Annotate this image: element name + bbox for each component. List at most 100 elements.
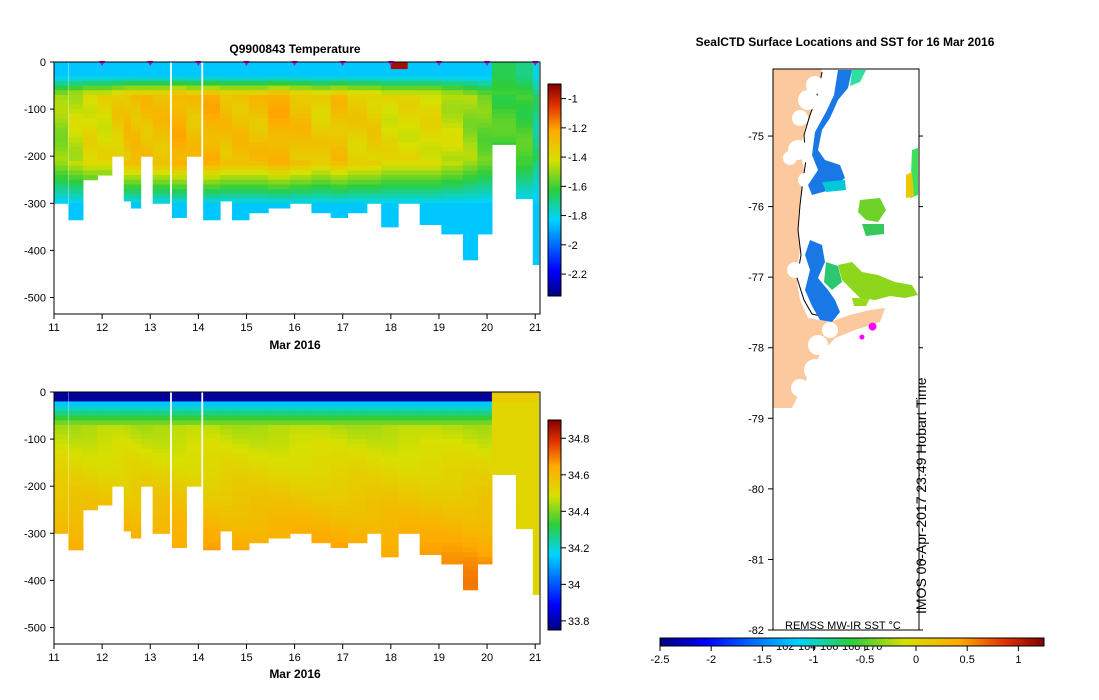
section-cell bbox=[152, 137, 171, 143]
section-cell bbox=[347, 462, 368, 468]
section-cell bbox=[532, 203, 540, 209]
section-cell bbox=[366, 457, 382, 464]
section-cell bbox=[152, 90, 171, 96]
section-cell bbox=[82, 424, 98, 431]
section-cell bbox=[68, 462, 84, 468]
section-cell bbox=[532, 170, 540, 176]
section-cell bbox=[82, 415, 98, 421]
section-cell bbox=[398, 495, 421, 501]
section-cell bbox=[441, 179, 464, 185]
section-cell bbox=[330, 514, 349, 520]
section-cell bbox=[491, 420, 517, 426]
section-cell bbox=[381, 542, 399, 548]
section-cell bbox=[111, 113, 127, 120]
section-cell bbox=[463, 500, 479, 506]
section-cell bbox=[130, 401, 142, 407]
section-cell bbox=[419, 542, 442, 548]
section-cell bbox=[311, 179, 332, 185]
section-cell bbox=[123, 109, 134, 115]
section-cell bbox=[123, 495, 134, 501]
section-cell bbox=[419, 208, 442, 214]
section-cell bbox=[289, 443, 313, 450]
section-cell bbox=[419, 434, 442, 440]
section-cell bbox=[398, 198, 421, 204]
section-cell bbox=[186, 453, 202, 459]
section-cell bbox=[532, 222, 540, 228]
section-cell bbox=[311, 429, 332, 435]
section-cell bbox=[248, 495, 269, 501]
section-cell bbox=[68, 193, 84, 200]
section-cell bbox=[248, 123, 269, 129]
section-cell bbox=[268, 429, 291, 435]
section-cell bbox=[82, 123, 98, 129]
section-cell bbox=[54, 62, 69, 68]
section-cell bbox=[463, 104, 479, 110]
section-cell bbox=[366, 66, 382, 72]
section-cell bbox=[82, 165, 98, 171]
section-cell bbox=[54, 396, 69, 402]
section-cell bbox=[232, 142, 250, 148]
section-cell bbox=[171, 453, 187, 459]
section-cell bbox=[515, 118, 534, 124]
section-cell bbox=[171, 170, 187, 176]
section-cell bbox=[171, 71, 187, 77]
section-cell bbox=[463, 410, 479, 417]
section-cell bbox=[463, 222, 479, 228]
section-cell bbox=[54, 401, 69, 407]
section-cell bbox=[130, 123, 142, 129]
section-cell bbox=[441, 189, 464, 195]
section-cell bbox=[311, 137, 332, 143]
section-cell bbox=[330, 184, 349, 190]
colorbar-tick-label: -1.6 bbox=[568, 181, 587, 193]
section-cell bbox=[54, 80, 69, 87]
section-cell bbox=[248, 66, 269, 72]
section-cell bbox=[330, 457, 349, 464]
section-cell bbox=[97, 467, 113, 473]
section-cell bbox=[347, 519, 368, 525]
section-cell bbox=[123, 71, 134, 77]
section-cell bbox=[203, 212, 221, 218]
section-cell bbox=[398, 481, 421, 487]
section-cell bbox=[152, 179, 171, 185]
section-cell bbox=[68, 434, 84, 440]
section-cell bbox=[463, 142, 479, 148]
section-cell bbox=[463, 519, 479, 525]
section-cell bbox=[130, 76, 142, 82]
section-cell bbox=[186, 132, 202, 138]
section-cell bbox=[381, 392, 399, 398]
section-cell bbox=[398, 500, 421, 506]
x-tick-label: 14 bbox=[192, 322, 204, 334]
section-cell bbox=[532, 570, 540, 577]
section-cell bbox=[330, 90, 349, 96]
section-cell bbox=[203, 500, 221, 506]
section-cell bbox=[268, 62, 291, 68]
section-cell bbox=[171, 160, 187, 167]
section-cell bbox=[398, 156, 421, 162]
section-cell bbox=[289, 528, 313, 534]
section-cell bbox=[441, 123, 464, 129]
section-cell bbox=[289, 118, 313, 124]
section-cell bbox=[366, 514, 382, 520]
section-cell bbox=[82, 476, 98, 482]
section-cell bbox=[515, 448, 534, 454]
map-credit: IMOS 06-Apr-2017 23:49 Hobart Time bbox=[913, 377, 929, 614]
x-tick-label: 16 bbox=[288, 322, 300, 334]
section-cell bbox=[289, 509, 313, 515]
section-cell bbox=[186, 406, 202, 412]
section-cell bbox=[203, 429, 221, 435]
section-cell bbox=[186, 439, 202, 445]
section-cell bbox=[366, 160, 382, 167]
map-y-tick-label: -82 bbox=[748, 625, 764, 637]
section-cell bbox=[54, 66, 69, 72]
section-cell bbox=[289, 424, 313, 431]
y-tick-label: -200 bbox=[24, 151, 46, 163]
section-cell bbox=[248, 448, 269, 454]
section-cell bbox=[203, 528, 221, 534]
colorbar-tick-label: -1 bbox=[568, 94, 578, 106]
section-cell bbox=[140, 71, 156, 77]
section-cell bbox=[123, 118, 134, 124]
section-cell bbox=[82, 170, 98, 176]
section-cell bbox=[97, 90, 113, 96]
section-cell bbox=[152, 490, 171, 497]
section-cell bbox=[441, 434, 464, 440]
